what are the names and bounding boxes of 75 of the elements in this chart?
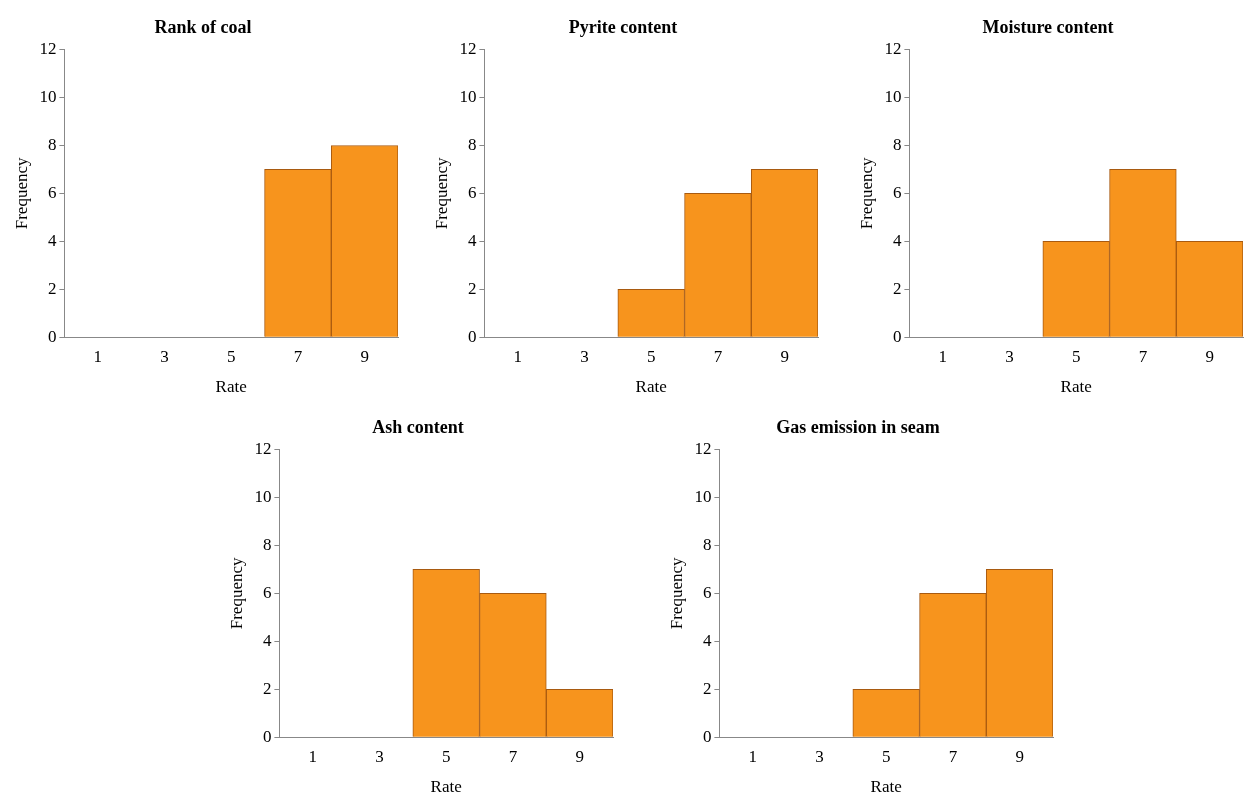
y-tick-label: 8 <box>47 134 57 154</box>
y-tick-label: 10 <box>884 87 902 106</box>
x-axis-title: Rate <box>870 777 902 797</box>
y-tick-label: 4 <box>702 630 712 650</box>
y-tick-label: 6 <box>47 182 57 202</box>
x-tick-label: 3 <box>815 746 824 766</box>
y-tick-label: 4 <box>47 230 57 250</box>
y-tick-label: 6 <box>467 182 477 202</box>
y-tick-label: 12 <box>694 439 712 459</box>
x-axis-title: Rate <box>1060 377 1092 397</box>
x-tick-label: 7 <box>293 346 303 366</box>
x-tick-label: 7 <box>508 746 518 766</box>
y-tick-label: 8 <box>262 534 272 554</box>
x-tick-label: 5 <box>441 746 451 766</box>
chart-title: Rank of coal <box>154 17 252 38</box>
y-tick-label: 0 <box>702 726 712 746</box>
y-tick-label: 0 <box>262 726 272 746</box>
y-tick-label: 12 <box>884 39 902 59</box>
y-tick-label: 6 <box>702 582 712 602</box>
x-tick-label: 3 <box>1005 346 1014 366</box>
y-tick-label: 2 <box>702 678 712 698</box>
x-tick-label: 1 <box>93 346 103 366</box>
y-tick-label: 0 <box>467 326 477 346</box>
x-tick-label: 5 <box>1071 346 1081 366</box>
y-axis-title: Frequency <box>856 157 876 230</box>
y-axis-title: Frequency <box>226 557 246 630</box>
x-axis-title: Rate <box>635 377 667 397</box>
x-tick-label: 3 <box>375 746 384 766</box>
x-tick-label: 9 <box>360 346 369 366</box>
x-tick-label: 3 <box>580 346 589 366</box>
y-tick-label: 4 <box>262 630 272 650</box>
y-axis-title: Frequency <box>11 157 31 230</box>
y-tick-label: 0 <box>892 326 902 346</box>
x-tick-label: 1 <box>513 346 523 366</box>
y-tick-label: 0 <box>47 326 57 346</box>
y-tick-label: 10 <box>694 487 712 506</box>
y-tick-label: 4 <box>892 230 902 250</box>
x-tick-label: 7 <box>1138 346 1148 366</box>
y-tick-label: 2 <box>47 278 57 298</box>
y-tick-label: 6 <box>262 582 272 602</box>
x-tick-label: 5 <box>881 746 891 766</box>
x-tick-label: 9 <box>780 346 789 366</box>
x-tick-label: 9 <box>575 746 584 766</box>
y-tick-label: 4 <box>467 230 477 250</box>
y-tick-label: 12 <box>459 39 477 59</box>
x-tick-label: 1 <box>748 746 758 766</box>
y-tick-label: 8 <box>702 534 712 554</box>
x-tick-label: 1 <box>938 346 948 366</box>
chart-title: Gas emission in seam <box>776 417 940 438</box>
y-tick-label: 10 <box>39 87 57 106</box>
x-tick-label: 7 <box>713 346 723 366</box>
y-axis-title: Frequency <box>666 557 686 630</box>
x-tick-label: 9 <box>1205 346 1214 366</box>
y-tick-label: 12 <box>254 439 272 459</box>
x-axis-title: Rate <box>430 777 462 797</box>
x-tick-label: 5 <box>226 346 236 366</box>
x-tick-label: 7 <box>948 746 958 766</box>
x-axis-title: Rate <box>215 377 247 397</box>
y-tick-label: 10 <box>459 87 477 106</box>
y-tick-label: 2 <box>467 278 477 298</box>
y-tick-label: 10 <box>254 487 272 506</box>
chart-title: Ash content <box>372 417 464 438</box>
y-tick-label: 12 <box>39 39 57 59</box>
y-tick-label: 8 <box>892 134 902 154</box>
x-tick-label: 3 <box>160 346 169 366</box>
y-tick-label: 2 <box>262 678 272 698</box>
y-tick-label: 2 <box>892 278 902 298</box>
x-tick-label: 5 <box>646 346 656 366</box>
x-tick-label: 1 <box>308 746 318 766</box>
chart-title: Moisture content <box>982 17 1114 38</box>
chart-title: Pyrite content <box>568 17 678 38</box>
y-tick-label: 8 <box>467 134 477 154</box>
x-tick-label: 9 <box>1015 746 1024 766</box>
y-axis-title: Frequency <box>431 157 451 230</box>
y-tick-label: 6 <box>892 182 902 202</box>
